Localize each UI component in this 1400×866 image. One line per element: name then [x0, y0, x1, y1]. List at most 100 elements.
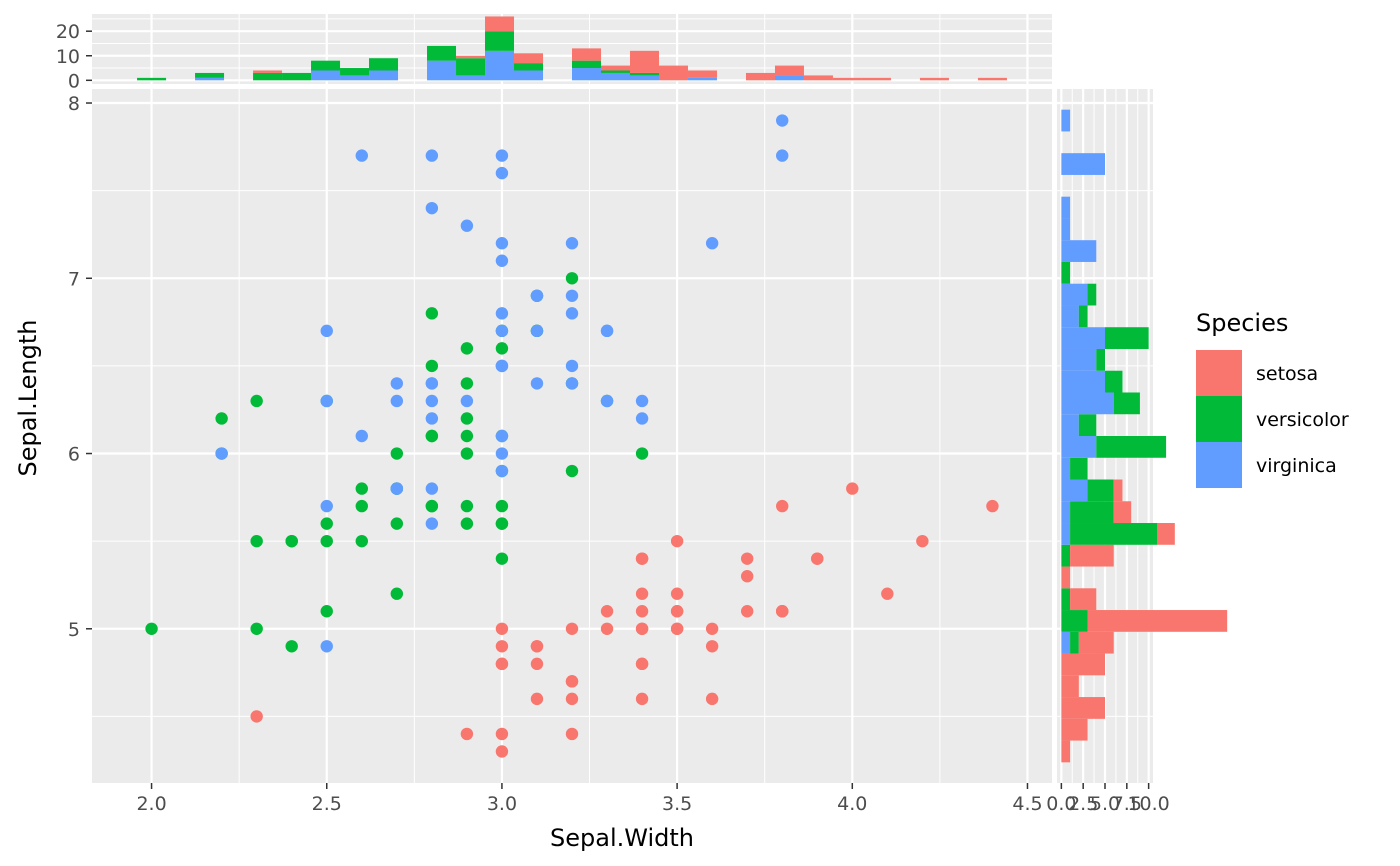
point-setosa: [565, 727, 579, 741]
right-hist-bar-virginica: [1061, 501, 1071, 524]
point-setosa: [565, 675, 579, 688]
point-setosa: [670, 534, 684, 548]
point-setosa: [776, 499, 789, 513]
point-versicolor: [495, 499, 509, 513]
point-virginica: [495, 254, 509, 267]
right-hist-bar-versicolor: [1105, 327, 1149, 349]
legend-key-setosa: [1196, 350, 1242, 396]
top-hist-bar-setosa: [572, 48, 601, 61]
point-virginica: [565, 307, 579, 320]
point-versicolor: [320, 534, 333, 548]
top-hist-bar-virginica: [340, 75, 370, 81]
point-setosa: [530, 692, 544, 706]
point-versicolor: [460, 377, 474, 390]
right-hist-bar-virginica: [1061, 218, 1071, 241]
top-hist-bar-versicolor: [253, 72, 283, 81]
scatter-points: [145, 114, 999, 758]
point-virginica: [460, 394, 474, 408]
x-tick-label: 3.5: [662, 793, 692, 815]
point-setosa: [250, 710, 263, 723]
right-hist-bar-virginica: [1061, 348, 1097, 371]
top-histogram-bars: [137, 16, 1007, 81]
right-hist-bar-versicolor: [1070, 631, 1079, 654]
top-hist-bar-setosa: [514, 53, 544, 64]
point-setosa: [846, 482, 859, 495]
x-tick-label: 2.5: [312, 793, 342, 815]
point-virginica: [495, 429, 509, 443]
right-hist-tick-label: 10.0: [1127, 793, 1169, 815]
point-setosa: [705, 640, 719, 653]
right-hist-bar-virginica: [1061, 240, 1097, 262]
right-hist-bar-versicolor: [1087, 479, 1114, 502]
right-hist-bar-versicolor: [1061, 588, 1071, 611]
point-virginica: [495, 149, 509, 162]
y-tick-label: 8: [68, 93, 80, 115]
point-virginica: [495, 237, 509, 250]
top-hist-bar-virginica: [369, 70, 399, 81]
right-hist-bar-virginica: [1061, 283, 1088, 306]
legend-key-versicolor: [1196, 396, 1242, 442]
point-versicolor: [390, 447, 404, 460]
top-hist-bar-virginica: [456, 75, 486, 81]
right-hist-bar-setosa: [1157, 523, 1175, 545]
top-hist-bar-virginica: [485, 50, 515, 81]
top-hist-bar-setosa: [658, 65, 688, 81]
top-hist-bar-versicolor: [572, 60, 601, 69]
top-hist-bar-setosa: [600, 65, 630, 71]
point-virginica: [425, 482, 439, 495]
top-hist-bar-setosa: [629, 50, 659, 73]
top-hist-bar-versicolor: [456, 58, 486, 76]
point-setosa: [495, 745, 509, 758]
right-hist-bar-virginica: [1061, 479, 1088, 502]
point-versicolor: [460, 517, 474, 530]
point-versicolor: [215, 412, 228, 425]
legend-label-setosa: setosa: [1256, 363, 1318, 385]
right-hist-bar-virginica: [1061, 153, 1105, 175]
right-hist-bar-versicolor: [1078, 414, 1097, 436]
top-hist-bar-setosa: [803, 75, 833, 81]
point-virginica: [635, 412, 649, 425]
point-setosa: [986, 499, 999, 513]
top-hist-bar-virginica: [774, 75, 804, 81]
top-hist-bar-versicolor: [629, 72, 659, 76]
right-hist-bar-setosa: [1078, 631, 1114, 654]
top-hist-bar-versicolor: [137, 77, 167, 81]
right-hist-bar-virginica: [1061, 109, 1071, 132]
point-virginica: [705, 237, 719, 250]
right-hist-bar-setosa: [1061, 718, 1088, 741]
right-hist-bar-virginica: [1061, 457, 1071, 480]
point-versicolor: [390, 517, 404, 530]
point-setosa: [811, 552, 824, 565]
point-virginica: [530, 289, 544, 302]
point-versicolor: [285, 534, 298, 548]
point-versicolor: [145, 622, 158, 635]
right-hist-bar-virginica: [1061, 305, 1079, 328]
y-tick-label: 5: [68, 619, 80, 641]
point-versicolor: [425, 359, 439, 373]
top-hist-bar-setosa: [832, 77, 862, 81]
top-hist-bar-setosa: [253, 70, 283, 73]
point-virginica: [320, 499, 333, 513]
point-virginica: [530, 324, 544, 338]
legend-key-virginica: [1196, 442, 1242, 488]
point-versicolor: [460, 447, 474, 460]
right-hist-bar-versicolor: [1070, 501, 1114, 524]
right-hist-bar-setosa: [1061, 566, 1071, 589]
right-hist-tick-label: 7.5: [1112, 793, 1142, 815]
point-versicolor: [460, 342, 474, 355]
point-virginica: [565, 377, 579, 390]
point-setosa: [740, 605, 754, 618]
right-hist-bar-virginica: [1061, 436, 1097, 458]
right-hist-bar-versicolor: [1078, 305, 1088, 328]
top-hist-bar-virginica: [514, 70, 544, 81]
right-hist-bar-setosa: [1113, 501, 1132, 524]
right-hist-bar-versicolor: [1061, 610, 1088, 632]
point-versicolor: [425, 307, 439, 320]
point-virginica: [215, 447, 228, 460]
point-setosa: [776, 605, 789, 618]
point-setosa: [635, 692, 649, 706]
point-setosa: [565, 692, 579, 706]
top-hist-tick-label: 20: [56, 21, 80, 43]
point-setosa: [670, 587, 684, 600]
